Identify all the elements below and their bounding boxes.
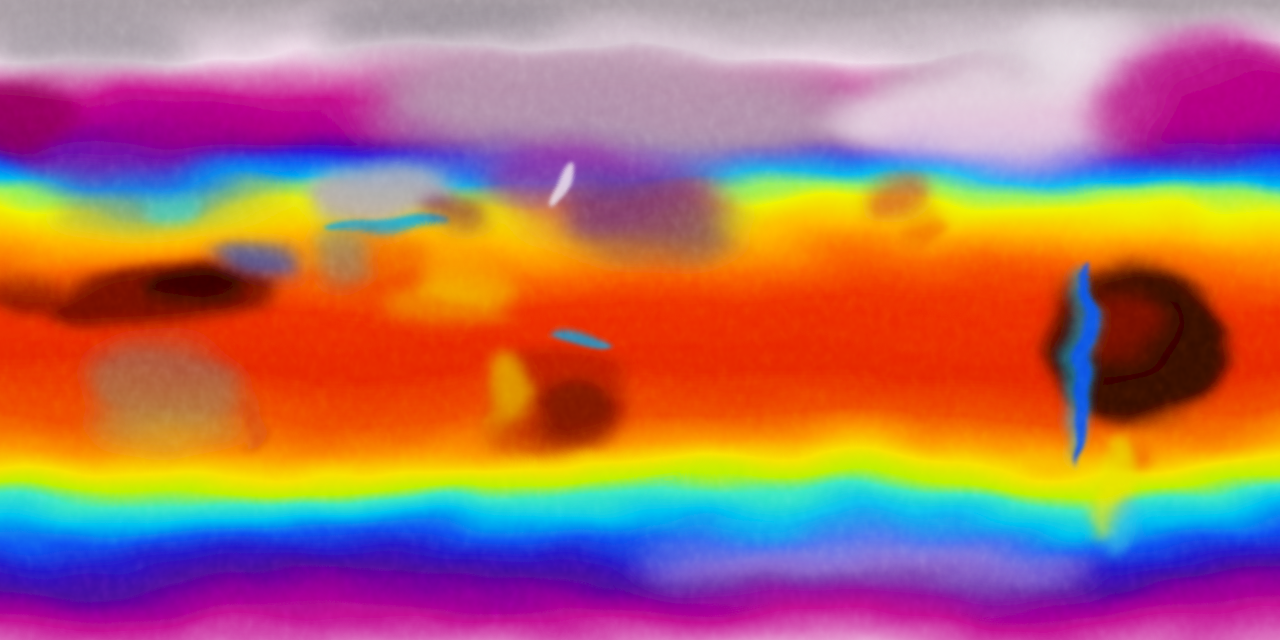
noise-grain-overlay bbox=[0, 0, 1280, 640]
global-temperature-map bbox=[0, 0, 1280, 640]
map-canvas bbox=[0, 0, 1280, 640]
